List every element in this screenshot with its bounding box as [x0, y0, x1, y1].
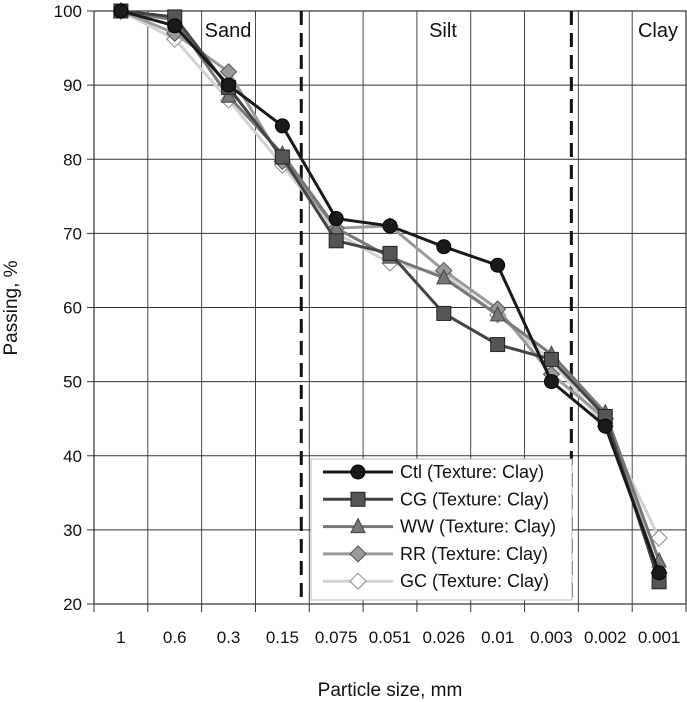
- series-group: [112, 1, 668, 590]
- data-point: [382, 218, 398, 234]
- x-tick-label: 0.3: [217, 628, 241, 647]
- legend-item-4: GC (Texture: Clay): [323, 571, 549, 591]
- y-tick-label: 70: [63, 224, 82, 243]
- legend-label: CG (Texture: Clay): [400, 489, 549, 509]
- data-point: [543, 374, 559, 390]
- data-point: [274, 118, 290, 134]
- data-point: [597, 418, 613, 434]
- y-tick-labels: 20 30 40 50 60 70 80 90 100: [54, 2, 82, 614]
- x-tick-label: 0.002: [584, 628, 627, 647]
- data-point: [490, 257, 506, 273]
- x-tick-label: 0.026: [423, 628, 466, 647]
- legend-item-0: Ctl (Texture: Clay): [323, 462, 544, 482]
- x-tick-label: 0.01: [481, 628, 514, 647]
- data-point: [436, 268, 452, 285]
- legend-marker: [350, 491, 366, 507]
- x-tick-label: 0.003: [530, 628, 573, 647]
- data-point: [382, 245, 398, 261]
- data-point: [543, 351, 559, 367]
- legend-label: RR (Texture: Clay): [400, 544, 548, 564]
- x-tick-label: 1: [116, 628, 125, 647]
- y-tick-label: 20: [63, 595, 82, 614]
- y-tick-label: 40: [63, 447, 82, 466]
- data-point: [328, 211, 344, 227]
- legend: Ctl (Texture: Clay) CG (Texture: Clay) WW …: [310, 458, 573, 601]
- y-tick-label: 60: [63, 299, 82, 318]
- legend-marker: [349, 572, 367, 590]
- legend-item-2: WW (Texture: Clay): [323, 517, 556, 537]
- y-tick-label: 80: [63, 150, 82, 169]
- data-point: [328, 233, 344, 249]
- region-label-sand: Sand: [205, 20, 252, 42]
- data-point: [113, 3, 129, 19]
- data-point: [490, 337, 506, 353]
- y-axis-label: Passing, %: [1, 260, 22, 355]
- x-tick-labels: 1 0.6 0.3 0.15 0.075 0.051 0.026 0.01 0.003 0.002…: [116, 628, 680, 647]
- data-point: [436, 239, 452, 255]
- series-0: [113, 3, 667, 581]
- x-axis-label: Particle size, mm: [318, 680, 463, 701]
- x-tick-label: 0.001: [638, 628, 681, 647]
- legend-label: Ctl (Texture: Clay): [400, 462, 544, 482]
- legend-item-1: CG (Texture: Clay): [323, 489, 549, 509]
- y-tick-label: 90: [63, 76, 82, 95]
- y-tick-label: 100: [54, 2, 82, 21]
- region-label-silt: Silt: [429, 20, 457, 42]
- legend-label: GC (Texture: Clay): [400, 571, 549, 591]
- region-label-clay: Clay: [638, 20, 678, 42]
- data-point: [650, 529, 668, 547]
- legend-marker: [350, 464, 366, 480]
- y-tick-label: 30: [63, 521, 82, 540]
- x-tick-label: 0.15: [266, 628, 299, 647]
- data-point: [651, 565, 667, 581]
- data-point: [274, 149, 290, 165]
- data-point: [489, 305, 506, 322]
- x-tick-label: 0.051: [369, 628, 412, 647]
- data-point: [221, 77, 237, 93]
- legend-marker: [350, 517, 366, 534]
- data-point: [436, 305, 452, 321]
- x-tick-label: 0.6: [163, 628, 187, 647]
- y-tick-label: 50: [63, 373, 82, 392]
- legend-label: WW (Texture: Clay): [400, 517, 556, 537]
- x-tick-label: 0.075: [315, 628, 358, 647]
- legend-marker: [349, 545, 367, 563]
- data-point: [167, 18, 183, 34]
- data-point: [220, 87, 237, 103]
- legend-item-3: RR (Texture: Clay): [323, 544, 548, 564]
